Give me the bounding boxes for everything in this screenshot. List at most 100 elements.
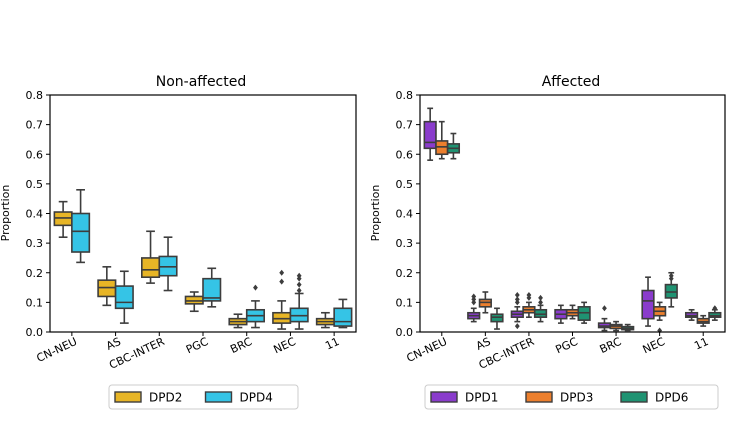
affected-dpd1-box-11 <box>684 308 699 321</box>
affected-dpd3-box-cbc-inter <box>522 291 536 318</box>
outlier-point <box>296 287 302 294</box>
y-tick-label: 0.1 <box>396 296 414 309</box>
box-iqr <box>333 307 353 327</box>
legend-swatch-dpd6 <box>620 391 648 403</box>
affected-legend: DPD1 DPD3 DPD6 <box>424 384 719 410</box>
affected-dpd6-box-nec <box>664 271 678 308</box>
x-tick-label: CN-NEU <box>404 335 449 365</box>
y-tick-label: 0.5 <box>396 178 414 191</box>
affected-dpd6-box-pgc <box>577 301 591 324</box>
affected-axes-frame <box>419 94 726 333</box>
outlier-point <box>514 291 520 298</box>
box-iqr <box>141 257 161 278</box>
outlier-point <box>279 278 285 285</box>
x-tick-label: BRC <box>228 335 254 356</box>
affected-dpd6-box-as <box>490 307 504 330</box>
y-tick-label: 0.6 <box>26 148 44 161</box>
affected-dpd3-box-pgc <box>565 304 580 320</box>
non-affected-dpd4-box-as <box>114 270 134 324</box>
non-affected-dpd4-box-11 <box>333 298 353 329</box>
y-tick-label: 0.8 <box>396 89 414 102</box>
affected-dpd3-box-cn-neu <box>435 120 449 160</box>
legend-label-dpd4: DPD4 <box>240 391 273 405</box>
non-affected-dpd2-box-as <box>97 266 117 307</box>
legend-swatch-dpd1 <box>430 391 458 403</box>
outlier-point <box>526 291 532 298</box>
affected-dpd1-box-pgc <box>554 304 568 324</box>
outlier-point <box>296 281 302 288</box>
x-tick-label: CN-NEU <box>35 335 80 365</box>
affected-dpd1-box-cn-neu <box>423 107 437 161</box>
affected-dpd3-box-11 <box>696 314 710 327</box>
outlier-point <box>538 294 543 301</box>
non-affected-dpd4-box-nec <box>289 272 309 330</box>
box-iqr <box>423 120 437 150</box>
y-tick-label: 0.8 <box>26 89 44 102</box>
outlier-point <box>471 293 477 300</box>
legend-frame <box>424 384 719 410</box>
y-tick-label: 0.3 <box>396 237 414 250</box>
outlier-point <box>253 284 258 291</box>
non-affected-panel: Non-affected Proportion 0.0 0.1 0.2 0.3 0.4 0… <box>0 74 357 410</box>
affected-title: Affected <box>542 74 601 90</box>
y-tick-label: 0.4 <box>26 208 44 221</box>
outlier-point <box>668 272 674 279</box>
y-tick-label: 0.7 <box>26 119 44 132</box>
legend-label-dpd2: DPD2 <box>149 391 182 405</box>
outlier-point <box>514 323 520 330</box>
x-tick-label: AS <box>474 335 493 353</box>
legend-frame <box>108 384 299 410</box>
x-tick-label: PGC <box>184 335 210 357</box>
x-tick-label: 11 <box>692 335 710 353</box>
affected-dpd6-box-brc <box>621 323 635 332</box>
y-tick-label: 0.5 <box>26 178 44 191</box>
x-tick-label: NEC <box>271 335 298 357</box>
affected-dpd1-box-brc <box>597 305 612 332</box>
non-affected-dpd2-box-11 <box>315 311 335 329</box>
x-tick-label: AS <box>104 335 123 353</box>
legend-label-dpd3: DPD3 <box>560 391 593 405</box>
affected-dpd3-box-nec <box>653 301 667 334</box>
y-tick-label: 0.6 <box>396 148 414 161</box>
legend-swatch-dpd2 <box>114 391 142 403</box>
y-tick-label: 0.7 <box>396 119 414 132</box>
affected-dpd1-box-nec <box>641 276 655 327</box>
legend-label-dpd1: DPD1 <box>465 391 498 405</box>
y-tick-label: 0.0 <box>396 326 414 339</box>
non-affected-dpd4-box-brc <box>245 284 265 329</box>
x-tick-label: 11 <box>323 335 341 353</box>
affected-y-axis-label: Proportion <box>369 185 382 242</box>
box-iqr <box>202 277 222 302</box>
legend-swatch-dpd3 <box>525 391 553 403</box>
non-affected-dpd4-box-cbc-inter <box>158 236 178 292</box>
non-affected-dpd4-box-pgc <box>202 267 222 308</box>
legend-swatch-dpd4 <box>204 391 233 403</box>
non-affected-legend: DPD2 DPD4 <box>108 384 299 410</box>
y-tick-label: 0.3 <box>26 237 44 250</box>
y-tick-label: 0.4 <box>396 208 414 221</box>
affected-dpd6-box-cn-neu <box>446 132 461 160</box>
outlier-point <box>712 305 718 312</box>
box-iqr <box>71 212 91 253</box>
outlier-point <box>296 272 302 279</box>
legend-label-dpd6: DPD6 <box>655 391 688 405</box>
outlier-point <box>538 299 543 306</box>
non-affected-dpd2-box-brc <box>228 313 248 329</box>
y-tick-label: 0.0 <box>26 326 44 339</box>
non-affected-dpd2-box-pgc <box>184 291 204 313</box>
affected-panel: Affected Proportion 0.0 0.1 0.2 0.3 0.4 0.5 0.… <box>369 74 726 410</box>
affected-dpd6-box-11 <box>708 305 722 321</box>
affected-dpd3-box-brc <box>609 320 623 332</box>
affected-dpd6-box-cbc-inter <box>533 294 548 323</box>
affected-dpd1-box-cbc-inter <box>510 291 524 330</box>
y-tick-label: 0.2 <box>396 267 414 280</box>
outlier-point <box>514 296 520 303</box>
x-tick-label: NEC <box>641 335 668 357</box>
non-affected-dpd4-box-cn-neu <box>71 189 91 264</box>
affected-dpd1-box-as <box>467 293 481 323</box>
non-affected-y-axis-label: Proportion <box>0 185 12 242</box>
y-tick-label: 0.2 <box>26 267 44 280</box>
x-tick-label: PGC <box>554 335 580 357</box>
y-tick-label: 0.1 <box>26 296 44 309</box>
